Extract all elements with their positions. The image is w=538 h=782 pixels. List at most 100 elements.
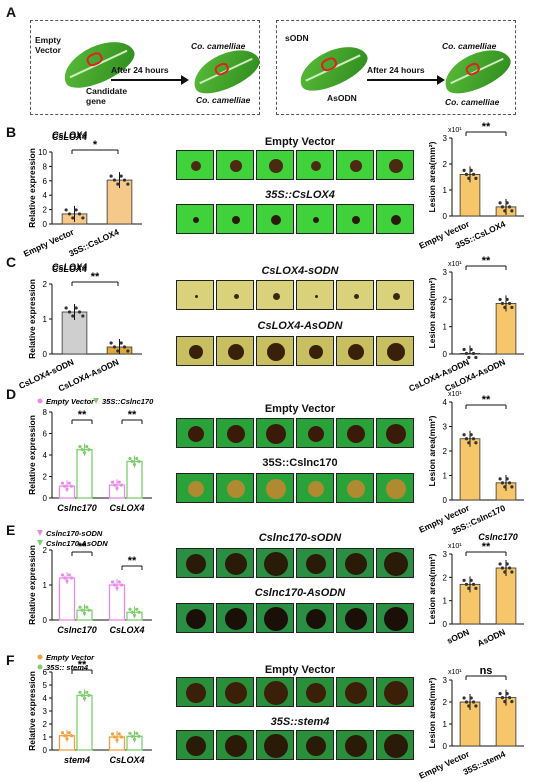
C-expr-point — [67, 310, 72, 314]
E-lesion-point — [498, 562, 502, 566]
lesion-spot — [350, 160, 362, 172]
e-expr-sig2-text: ** — [128, 555, 137, 567]
F-expr-point — [137, 734, 141, 738]
B-lesion-point — [474, 176, 478, 180]
C-expr-point — [81, 314, 85, 318]
leaf-photo-b1-2 — [216, 150, 254, 180]
D-lesion-point — [510, 485, 514, 489]
E-expr-point — [82, 611, 87, 615]
lesion-spot — [311, 161, 321, 171]
D-expr-xtick-label: Cslnc170 — [57, 503, 97, 513]
lesion-spot — [264, 734, 288, 758]
B-expr-ytick-label: 4 — [43, 191, 48, 200]
D-lesion-point — [503, 485, 507, 489]
e-lesion-sig-text: ** — [482, 541, 491, 553]
leaf-photo-f1-6 — [376, 677, 414, 707]
lesion-spot — [306, 554, 326, 574]
B-lesion-point — [503, 209, 507, 213]
F-lesion-point — [471, 700, 476, 704]
e-legend-2-text: Cslnc170-AsODN — [46, 539, 108, 548]
B-expr-xtick-label: 35S::CsLOX4 — [67, 227, 120, 259]
B-lesion-point — [471, 172, 476, 176]
lesion-spot — [384, 607, 408, 631]
B-lesion-ytick-label: 1 — [443, 186, 448, 195]
C-expr-ylabel: Relative expression — [27, 279, 37, 359]
pathogen-label-top-left: Co. camelliae — [191, 41, 246, 51]
sodn-label: sODN — [285, 33, 309, 43]
C-expr-title: CsLOX4 — [52, 262, 87, 272]
C-lesion-ytick-label: 0 — [443, 350, 448, 359]
panel-letter-c: C — [6, 254, 17, 270]
F-expr-ylabel: Relative expression — [27, 671, 37, 751]
D-expr-point — [60, 481, 65, 485]
E-expr-point — [119, 583, 124, 587]
C-lesion-point — [510, 305, 514, 310]
E-lesion-point — [510, 570, 514, 574]
after-24-hours-label-left: After 24 hours — [111, 65, 169, 75]
lesion-spot — [225, 735, 247, 757]
b-row2-title: 35S::CsLOX4 — [265, 189, 335, 201]
lesion-spot — [191, 161, 201, 171]
lesion-spot — [227, 480, 245, 498]
F-lesion-point — [469, 696, 473, 700]
F-lesion-point — [503, 700, 507, 704]
E-expr-point — [78, 605, 82, 609]
C-lesion-point — [500, 301, 505, 306]
B-lesion-point — [467, 176, 471, 180]
lesion-exponent-E: x10¹ — [448, 543, 462, 550]
leaf-photo-e1-3 — [256, 548, 294, 578]
d-legend-1-marker — [37, 398, 43, 404]
f-legend-1-text: Empty Vector — [46, 653, 95, 662]
e-row2-title: Cslnc170-AsODN — [254, 587, 346, 599]
F-lesion-point — [462, 696, 466, 700]
C-expr-point — [119, 341, 123, 345]
leaf-photo-f2-6 — [376, 730, 414, 760]
F-expr-ytick-label: 6 — [43, 668, 48, 677]
D-expr-point — [85, 445, 89, 449]
D-expr-point — [78, 445, 82, 449]
B-expr-point — [77, 212, 82, 216]
leaf-photo-f2-3 — [256, 730, 294, 760]
lesion-spot — [386, 479, 406, 499]
F-lesion-ytick-label: 2 — [443, 698, 448, 707]
leaf-photo-e2-3 — [256, 603, 294, 633]
panel-letter-e: E — [6, 522, 16, 538]
leaf-photo-c1-1 — [176, 280, 214, 310]
D-expr-bar-1-0 — [76, 448, 93, 499]
D-expr-point — [67, 481, 71, 485]
f-legend-2-text: 35S:: stem4 — [46, 663, 89, 672]
E-expr-point — [117, 580, 121, 584]
F-expr-point — [80, 693, 84, 698]
E-lesion-point — [471, 582, 476, 586]
F-expr-point — [132, 737, 137, 741]
arrow-right-icon — [367, 79, 439, 81]
lesion-spot — [348, 344, 364, 360]
leaf-photo-c2-5 — [336, 336, 374, 366]
D-expr-point — [63, 484, 67, 488]
C-expr-ytick-label: 0 — [43, 350, 48, 359]
f-lesion-sig-text: ns — [480, 665, 493, 677]
D-expr-point — [137, 459, 141, 464]
leaf-photo-d2-2 — [216, 473, 254, 503]
leaf-photo-b2-3 — [256, 204, 294, 234]
D-expr-point — [113, 483, 117, 487]
leaf-photo-e2-1 — [176, 603, 214, 633]
D-expr-ytick-label: 0 — [43, 494, 48, 503]
F-expr-point — [113, 735, 117, 739]
E-lesion-ylabel: Lesion area(mm²) — [427, 553, 437, 624]
B-expr-point — [112, 178, 117, 182]
panel-a-left-box: Empty Vector Candidate gene After 24 hou… — [30, 20, 265, 115]
F-lesion-point — [507, 696, 512, 700]
C-lesion-ytick-label: 3 — [443, 268, 448, 277]
C-expr-point — [126, 349, 130, 353]
B-lesion-point — [469, 168, 473, 172]
arrow-head-icon — [181, 75, 189, 85]
E-lesion-point — [462, 578, 466, 582]
E-expr-point — [135, 607, 139, 611]
leaf-photo-e1-6 — [376, 548, 414, 578]
lesion-spot — [232, 216, 240, 224]
E-expr-point — [113, 583, 117, 587]
lesion-exponent-F: x10¹ — [448, 669, 462, 676]
B-lesion-point — [500, 205, 505, 209]
leaf-photo-f2-5 — [336, 730, 374, 760]
